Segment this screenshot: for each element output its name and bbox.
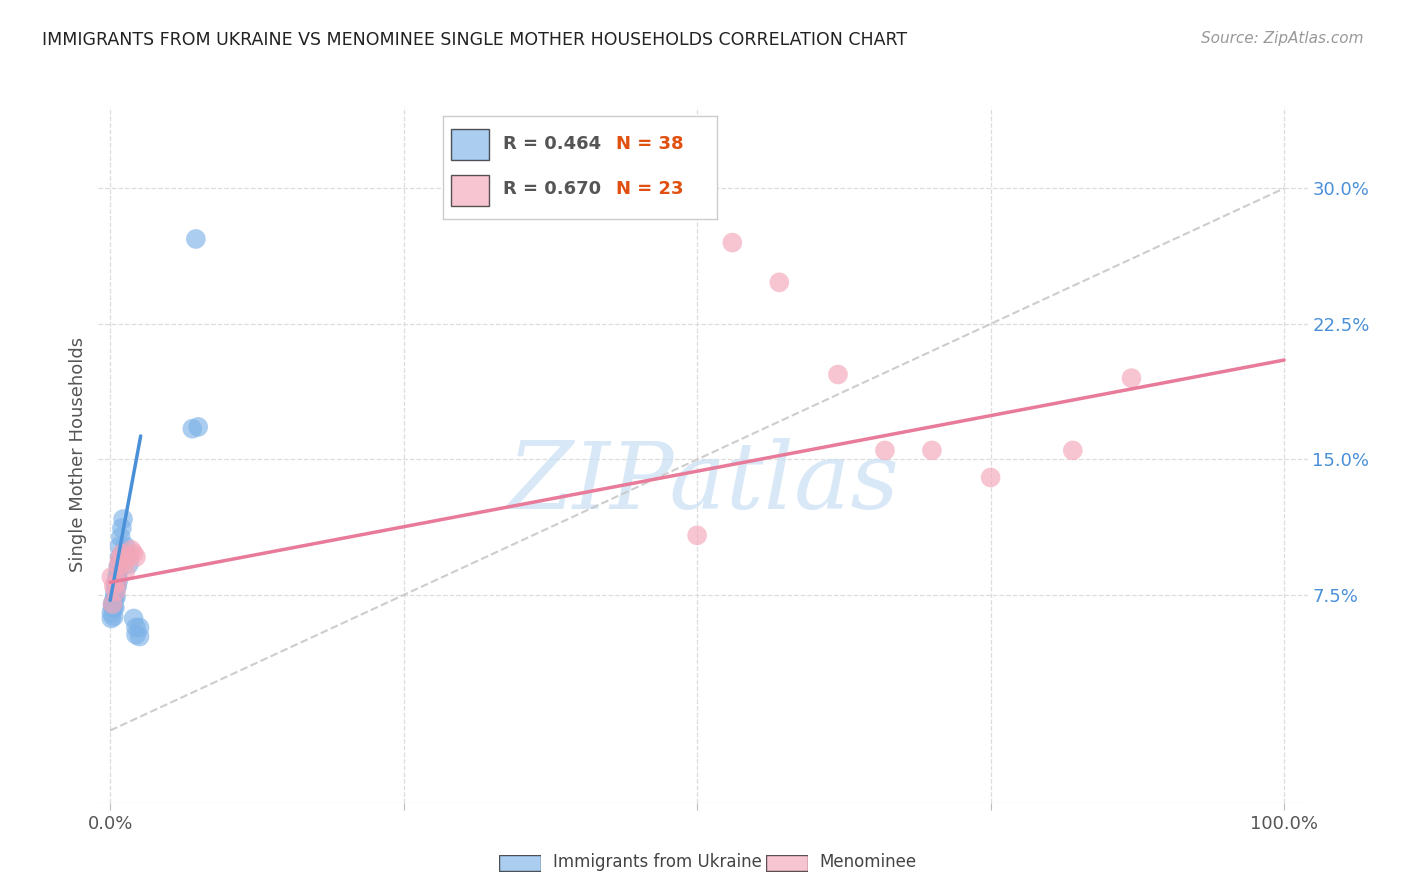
Point: [1062, 443, 1084, 458]
Point: [105, 581, 128, 595]
Point: [107, 574, 129, 588]
Point: [111, 546, 134, 560]
Point: [108, 549, 131, 564]
Text: Immigrants from Ukraine: Immigrants from Ukraine: [553, 853, 762, 871]
Point: [105, 590, 128, 604]
Point: [184, 232, 207, 246]
Point: [107, 559, 129, 574]
Point: [100, 611, 122, 625]
Point: [827, 368, 849, 382]
Text: Menominee: Menominee: [820, 853, 917, 871]
Point: [1121, 371, 1143, 385]
Text: ZIPatlas: ZIPatlas: [508, 438, 898, 528]
Point: [105, 579, 128, 593]
Point: [105, 575, 128, 590]
Point: [111, 521, 134, 535]
Point: [105, 579, 128, 593]
Point: [125, 620, 148, 634]
Point: [721, 235, 744, 250]
Text: R = 0.464: R = 0.464: [503, 136, 602, 153]
Point: [125, 549, 148, 564]
Point: [125, 628, 148, 642]
Point: [112, 548, 135, 562]
Point: [122, 611, 145, 625]
Point: [105, 584, 128, 599]
Point: [105, 575, 128, 590]
Text: N = 38: N = 38: [616, 136, 683, 153]
FancyBboxPatch shape: [766, 855, 808, 871]
Point: [181, 422, 204, 436]
Point: [873, 443, 896, 458]
Point: [118, 549, 141, 564]
Point: [107, 565, 129, 579]
Point: [112, 512, 135, 526]
Point: [122, 546, 145, 560]
Point: [120, 542, 142, 557]
Point: [103, 593, 125, 607]
Point: [104, 591, 127, 606]
Point: [108, 551, 131, 566]
Point: [128, 630, 150, 644]
Point: [114, 539, 136, 553]
Point: [110, 551, 132, 566]
Point: [100, 606, 122, 620]
Point: [101, 597, 124, 611]
Text: Source: ZipAtlas.com: Source: ZipAtlas.com: [1201, 31, 1364, 46]
Point: [128, 620, 150, 634]
FancyBboxPatch shape: [451, 176, 489, 206]
Point: [105, 572, 128, 586]
Point: [105, 568, 128, 582]
Point: [112, 558, 135, 572]
Point: [110, 530, 132, 544]
Point: [104, 586, 127, 600]
FancyBboxPatch shape: [499, 855, 541, 871]
Point: [103, 609, 125, 624]
Point: [101, 600, 124, 615]
Point: [980, 470, 1002, 484]
Point: [187, 420, 209, 434]
Point: [118, 558, 141, 572]
Point: [103, 579, 125, 593]
Point: [103, 600, 125, 615]
FancyBboxPatch shape: [451, 129, 489, 160]
Point: [107, 559, 129, 574]
Point: [104, 600, 127, 615]
Point: [100, 570, 122, 584]
Y-axis label: Single Mother Households: Single Mother Households: [69, 337, 87, 573]
Text: IMMIGRANTS FROM UKRAINE VS MENOMINEE SINGLE MOTHER HOUSEHOLDS CORRELATION CHART: IMMIGRANTS FROM UKRAINE VS MENOMINEE SIN…: [42, 31, 907, 49]
Point: [686, 528, 709, 542]
Text: N = 23: N = 23: [616, 180, 683, 198]
Point: [101, 597, 124, 611]
Point: [117, 548, 139, 562]
Point: [921, 443, 943, 458]
Text: R = 0.670: R = 0.670: [503, 180, 602, 198]
Point: [768, 276, 790, 290]
Point: [114, 565, 136, 579]
Point: [108, 539, 131, 553]
